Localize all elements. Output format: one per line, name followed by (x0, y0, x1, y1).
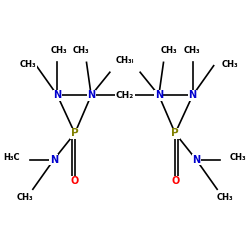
Text: N: N (155, 90, 163, 100)
Text: N: N (87, 90, 95, 100)
Text: N: N (50, 154, 58, 164)
Text: CH₃: CH₃ (230, 154, 247, 162)
Text: CH₃: CH₃ (118, 56, 134, 65)
Text: P: P (171, 128, 179, 138)
Text: N: N (188, 90, 197, 100)
Text: CH₃: CH₃ (50, 46, 67, 55)
Text: N: N (53, 90, 62, 100)
Text: CH₃: CH₃ (183, 46, 200, 55)
Text: CH₃: CH₃ (217, 193, 234, 202)
Text: P: P (71, 128, 79, 138)
Text: CH₃: CH₃ (16, 193, 33, 202)
Text: CH₃: CH₃ (20, 60, 36, 68)
Text: CH₃: CH₃ (161, 46, 178, 55)
Text: CH₃: CH₃ (222, 60, 238, 68)
Text: O: O (171, 176, 179, 186)
Text: H₃C: H₃C (3, 154, 20, 162)
Text: CH₃: CH₃ (116, 56, 132, 65)
Text: CH₂: CH₂ (116, 91, 134, 100)
Text: CH₃: CH₃ (72, 46, 89, 55)
Text: O: O (71, 176, 79, 186)
Text: N: N (192, 154, 200, 164)
